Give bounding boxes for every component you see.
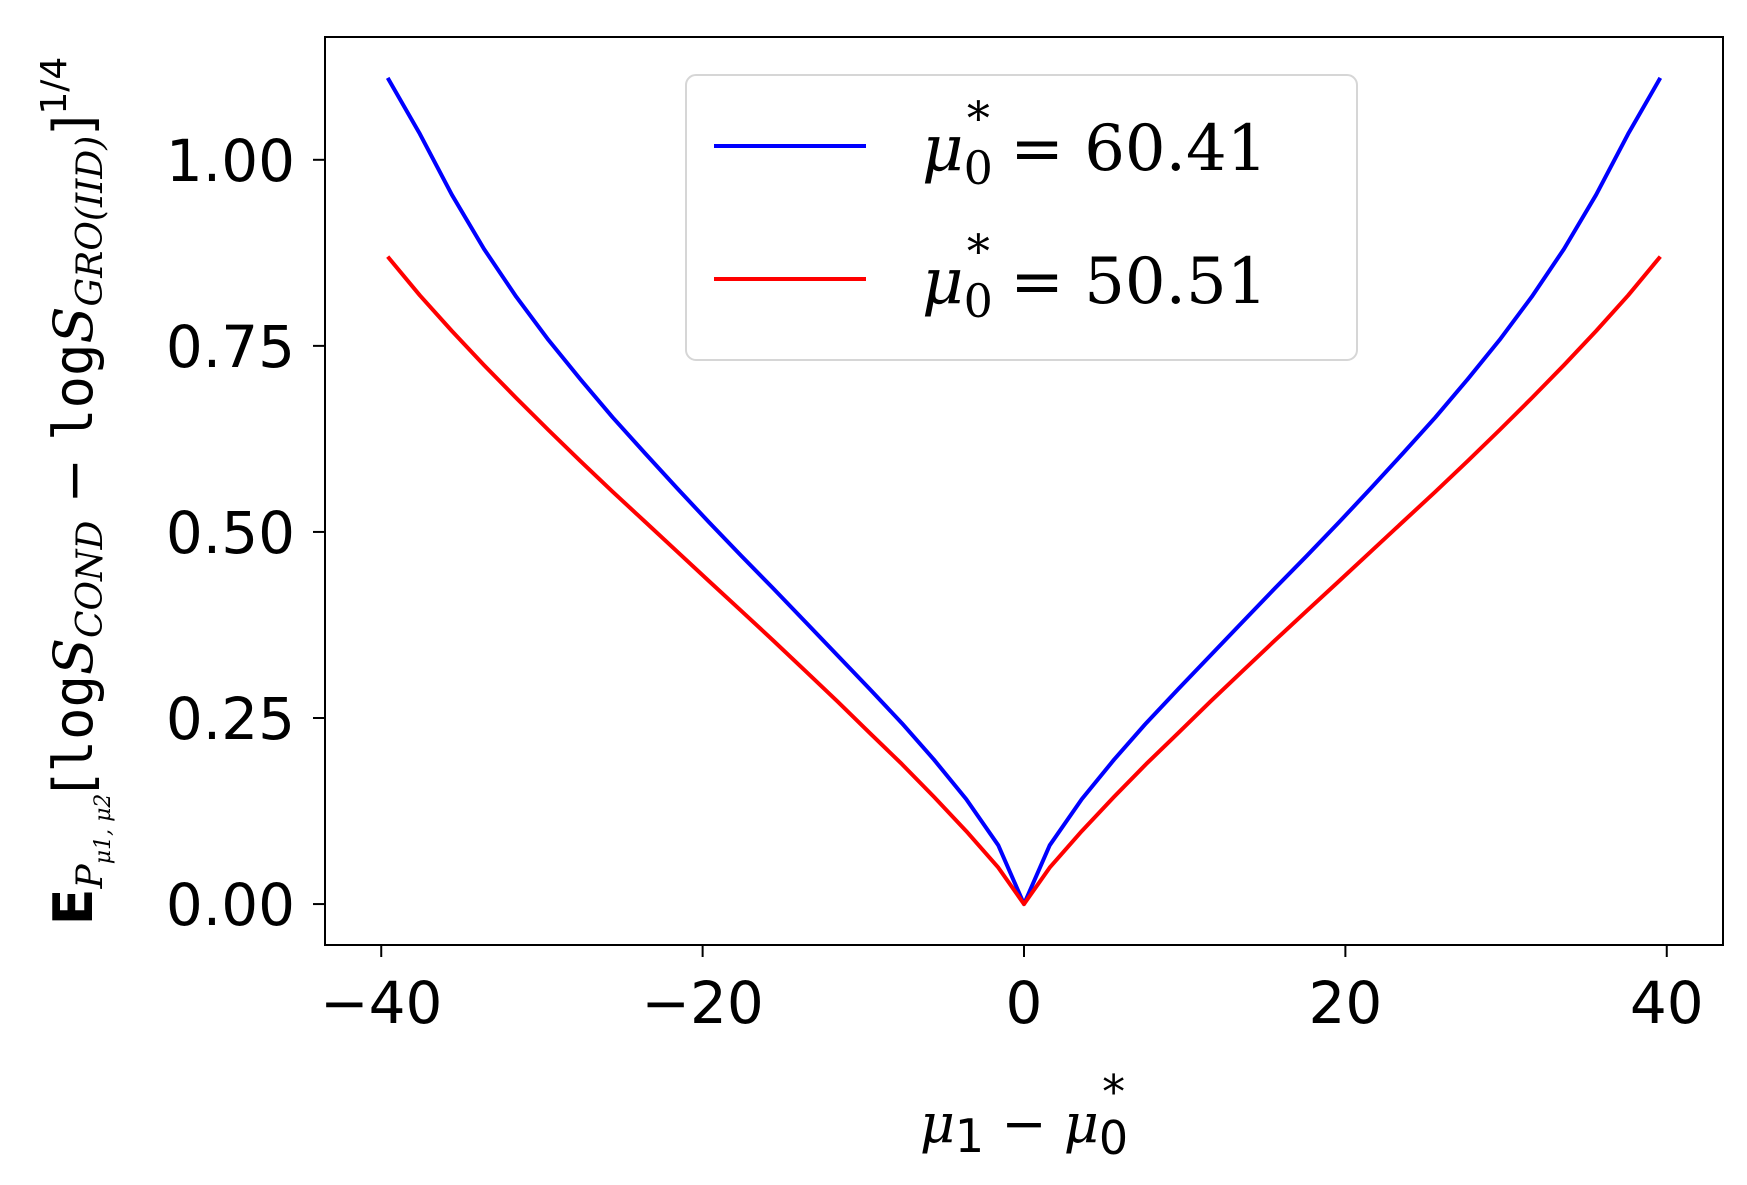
series-layer: [385, 76, 1663, 907]
y-tick-label: 0.00: [166, 871, 295, 939]
legend: μ0* = 60.41 μ0* = 50.51: [685, 74, 1358, 361]
x-axis-label: μ1 − μ0*: [920, 1065, 1128, 1165]
series-line-1: [386, 255, 1662, 907]
legend-label-0: μ0* = 60.41: [922, 91, 1267, 195]
x-tick-label: −40: [320, 969, 442, 1037]
y-tick-label: 1.00: [166, 127, 295, 195]
x-tick-label: 20: [1308, 969, 1382, 1037]
x-tick-label: 40: [1630, 969, 1704, 1037]
legend-label-1: μ0* = 50.51: [922, 224, 1267, 328]
y-axis-label: EPμ1, μ2[logSCOND − logSGRO(IID)]1/4: [34, 57, 116, 926]
y-tick-label: 0.25: [166, 685, 295, 753]
y-tick-label: 0.75: [166, 313, 295, 381]
x-tick-label: −20: [641, 969, 763, 1037]
y-tick-label: 0.50: [166, 499, 295, 567]
ticks-layer: −40 −20 0 20 40 0.00 0.25 0.50 0.75 1.00: [166, 127, 1704, 1037]
x-tick-label: 0: [1006, 969, 1043, 1037]
